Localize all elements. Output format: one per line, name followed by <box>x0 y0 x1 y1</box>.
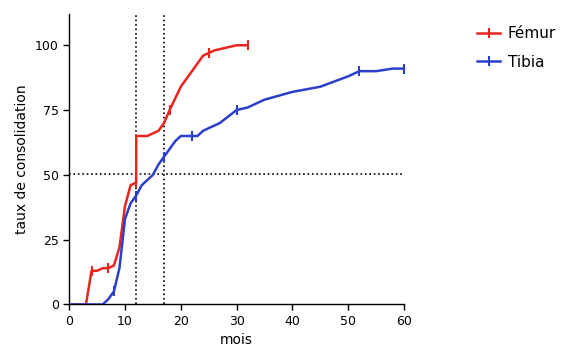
X-axis label: mois: mois <box>220 333 253 347</box>
Legend: Fémur, Tibia: Fémur, Tibia <box>470 18 564 77</box>
Y-axis label: taux de consolidation: taux de consolidation <box>16 85 29 234</box>
